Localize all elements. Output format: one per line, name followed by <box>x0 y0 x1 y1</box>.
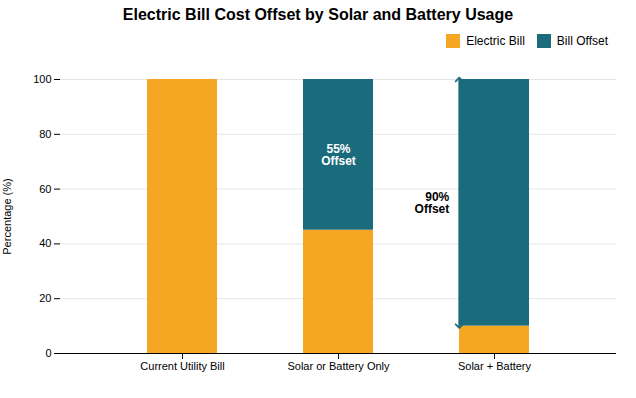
svg-text:80: 80 <box>39 128 51 140</box>
svg-text:55%Offset: 55%Offset <box>321 142 356 168</box>
svg-text:Solar + Battery: Solar + Battery <box>458 360 532 372</box>
svg-text:Solar or Battery Only: Solar or Battery Only <box>287 360 390 372</box>
html-text:Electric Bill Cost Offset by S: Electric Bill Cost Offset by Solar and B… <box>122 6 514 23</box>
svg-text:100: 100 <box>33 73 51 85</box>
html-text:Bill Offset: Bill Offset <box>556 33 608 48</box>
svg-text:20: 20 <box>39 292 51 304</box>
svg-text:Current Utility Bill: Current Utility Bill <box>140 360 224 372</box>
html-text:Electric Bill: Electric Bill <box>466 33 525 48</box>
svg-text:0: 0 <box>45 347 51 359</box>
svg-text:40: 40 <box>39 237 51 249</box>
svg-text:60: 60 <box>39 183 51 195</box>
svg-text:90%Offset: 90%Offset <box>415 190 450 216</box>
svg-text:Percentage (%): Percentage (%) <box>1 178 13 254</box>
